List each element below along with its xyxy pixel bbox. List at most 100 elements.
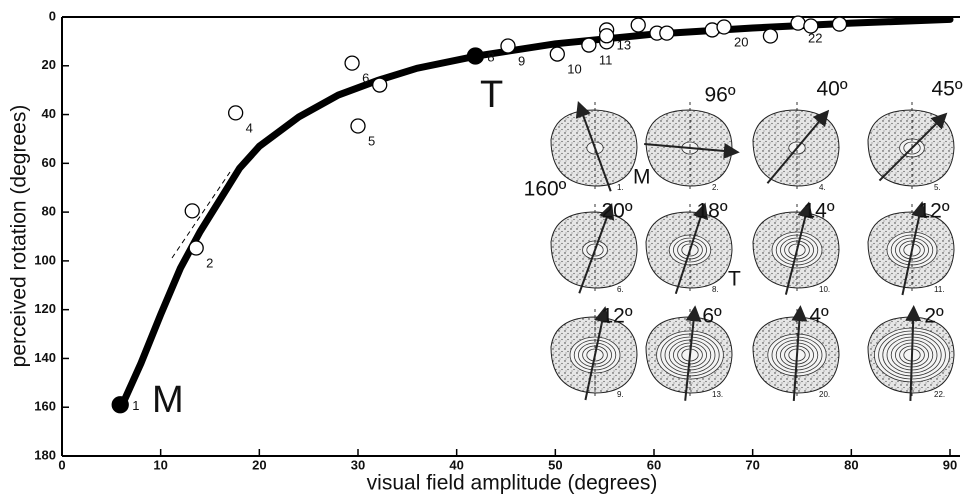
inset-ring (903, 141, 921, 155)
inset-angle: 12º (601, 305, 632, 328)
inset-number: 10. (819, 285, 830, 294)
point (500, 38, 516, 54)
x-tick-label: 30 (351, 457, 365, 472)
x-tick-label: 10 (153, 457, 167, 472)
inset-ring (664, 336, 716, 374)
point (581, 37, 597, 53)
y-tick-label: 180 (34, 447, 56, 462)
inset: 96º 2. (644, 84, 740, 192)
inset-ring (788, 243, 806, 257)
point (111, 396, 129, 414)
inset-angle: 4º (809, 305, 829, 328)
inset-arrow (784, 201, 813, 295)
inset-arrow (791, 305, 808, 401)
point (549, 46, 565, 62)
point (466, 47, 485, 65)
inset-number: 8. (712, 285, 719, 294)
x-tick-label: 70 (745, 457, 759, 472)
inset-arrow (901, 201, 927, 296)
point-label: 6 (362, 71, 369, 86)
inset-number: 20. (819, 390, 830, 399)
inset-arrow (905, 305, 922, 402)
point-label: 8 (487, 49, 494, 64)
inset-number: 5. (934, 183, 941, 192)
inset-arrow (575, 101, 612, 192)
inset-number: 22. (934, 390, 945, 399)
point (598, 28, 615, 44)
point (790, 15, 806, 31)
inset: 2º 22. (867, 305, 955, 402)
inset-arrow (584, 306, 610, 401)
y-tick-label: 140 (34, 350, 56, 365)
point-label: 10 (567, 62, 581, 77)
point-label: 13 (617, 37, 631, 52)
annotation: T (480, 74, 503, 116)
inset: 18º 8. T (645, 200, 741, 295)
inset: 20º 6. (550, 200, 638, 294)
point-label: 2 (206, 255, 213, 270)
point-label: 11 (599, 52, 613, 67)
y-tick-label: 0 (49, 8, 56, 23)
inset: 160º 1. M (524, 101, 651, 201)
point (228, 105, 244, 121)
inset-ring (681, 243, 699, 257)
x-axis-title: visual field amplitude (degrees) (367, 472, 658, 495)
y-tick-label: 80 (42, 204, 56, 219)
inset-ring (586, 243, 604, 257)
inset: 12º 11. (867, 200, 955, 296)
inset-marker: M (633, 166, 651, 189)
y-tick-label: 120 (34, 301, 56, 316)
inset-angle: 18º (696, 200, 727, 223)
y-tick-label: 100 (34, 252, 56, 267)
point (372, 77, 388, 93)
y-tick-label: 60 (42, 155, 56, 170)
inset-arrow (674, 202, 709, 295)
point-label: 1 (132, 398, 139, 413)
inset-marker: T (728, 268, 741, 291)
inset-ring (673, 237, 708, 263)
inset: 40º 4. (752, 78, 848, 192)
inset-ring (673, 342, 708, 368)
x-tick-label: 0 (58, 457, 65, 472)
inset-ring (903, 243, 921, 257)
x-tick-label: 50 (548, 457, 562, 472)
y-tick-label: 40 (42, 106, 56, 121)
x-tick-label: 90 (943, 457, 957, 472)
inset-arrow (766, 109, 830, 184)
point-label: 9 (518, 53, 525, 68)
inset-ring (586, 348, 604, 362)
inset-number: 2. (712, 183, 719, 192)
x-tick-label: 20 (252, 457, 266, 472)
inset-number: 1. (617, 183, 624, 192)
point (803, 18, 819, 34)
inset-arrow (878, 112, 948, 182)
y-axis-title: perceived rotation (degrees) (8, 105, 31, 368)
point (716, 19, 732, 35)
inset-angle: 96º (704, 84, 735, 107)
inset-angle: 45º (931, 78, 962, 101)
annotation: M (152, 379, 184, 421)
y-tick-label: 160 (34, 399, 56, 414)
point (184, 203, 200, 219)
inset-ring (895, 237, 930, 263)
point (831, 16, 848, 32)
inset: 45º 5. (867, 78, 963, 192)
inset: 6º 13. (645, 305, 733, 401)
y-tick-label: 20 (42, 57, 56, 72)
point-label: 5 (368, 133, 375, 148)
point (344, 55, 360, 71)
inset: 14º 10. (752, 200, 840, 295)
inset: 12º 9. (550, 305, 638, 401)
point-label: 4 (246, 120, 253, 135)
x-tick-label: 80 (844, 457, 858, 472)
inset-number: 4. (819, 183, 826, 192)
inset-arrow (644, 142, 740, 159)
inset: 4º 20. (752, 305, 840, 401)
inset-angle: 40º (816, 78, 847, 101)
point (188, 240, 204, 256)
inset-number: 6. (617, 285, 624, 294)
point-label: 22 (808, 31, 822, 46)
point (630, 17, 646, 33)
inset-angle: 6º (702, 305, 722, 328)
